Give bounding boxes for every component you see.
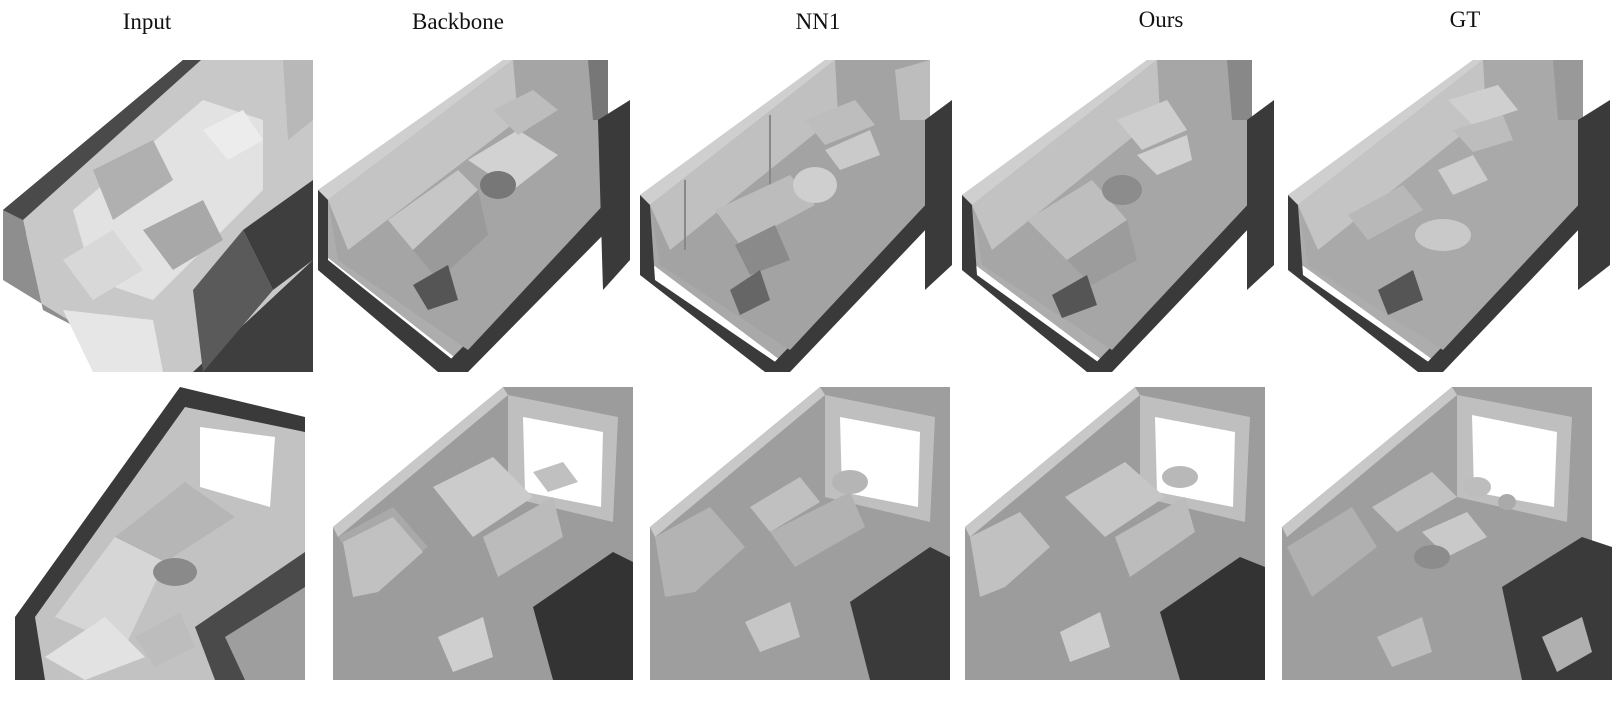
row1-gt-panel [1288, 60, 1610, 372]
row1-ours-reconstruction [962, 60, 1274, 372]
header-backbone: Backbone [412, 9, 504, 34]
row2-gt-panel [1282, 387, 1612, 680]
row2-backbone-reconstruction [333, 387, 633, 680]
row1-input-panel [3, 60, 313, 372]
row1-nn1-reconstruction [640, 60, 952, 372]
row1-input-coarse-mesh [3, 60, 313, 372]
row2-ours-panel [965, 387, 1265, 680]
row2-backbone-panel [333, 387, 633, 680]
row1-backbone-panel [318, 60, 630, 372]
row2-ours-reconstruction [965, 387, 1265, 680]
row2-input-coarse-mesh [15, 387, 305, 680]
header-ours: Ours [1138, 7, 1184, 32]
header-input: Input [122, 9, 172, 34]
row1-nn1-panel [640, 60, 952, 372]
row2-nn1-reconstruction [650, 387, 950, 680]
header-nn1: NN1 [795, 9, 841, 34]
row2-input-panel [15, 387, 305, 680]
row1-ours-panel [962, 60, 1274, 372]
row1-gt-mesh [1288, 60, 1610, 372]
header-gt: GT [1449, 7, 1481, 32]
row1-backbone-reconstruction [318, 60, 630, 372]
row2-gt-mesh [1282, 387, 1612, 680]
row2-nn1-panel [650, 387, 950, 680]
